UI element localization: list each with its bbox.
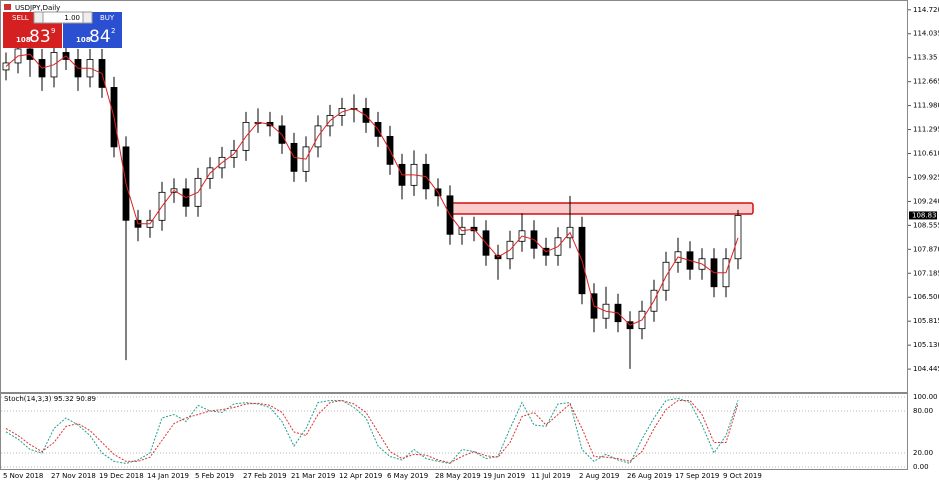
x-tick-label: 21 Mar 2019 [291,472,335,480]
y-tick-label: 108.555 [913,221,939,229]
y-tick-label: 112.665 [913,78,939,86]
y-tick-label: 20.00 [913,449,933,457]
volume-down[interactable] [33,11,44,24]
y-tick-label: 107.185 [913,269,939,277]
y-tick-label: 109.240 [913,197,939,205]
y-tick-label: 114.720 [913,6,939,14]
candles [2,38,742,369]
x-tick-label: 27 Feb 2019 [243,472,287,480]
buy-price-pips: 84 [89,27,111,47]
y-tick-label: 106.500 [913,293,939,301]
x-tick-label: 19 Dec 2018 [99,472,144,480]
last-price-box [909,211,937,220]
y-tick-label: 111.295 [913,126,939,134]
x-tick-label: 2 Aug 2019 [579,472,619,480]
x-tick-label: 14 Jan 2019 [147,472,189,480]
window-title: USDJPY,Daily [15,4,60,12]
x-tick-label: 19 Jun 2019 [483,472,525,480]
stoch-line [5,397,739,465]
x-tick-label: 12 Apr 2019 [339,472,382,480]
x-tick-label: 11 Jul 2019 [531,472,571,480]
buy-price-point: 2 [111,27,115,35]
x-tick-label: 9 Oct 2019 [723,472,762,480]
y-tick-label: 0.00 [913,463,929,471]
sell-price-pips: 83 [29,27,51,47]
last-price: 108.839 [912,211,939,219]
x-tick-label: 17 Sep 2019 [675,472,719,480]
candle-body [734,215,742,260]
x-tick-label: 28 May 2019 [435,472,481,480]
x-tick-label: 26 Aug 2019 [627,472,672,480]
y-tick-label: 80.00 [913,407,933,415]
y-tick-label: 113.35 [913,54,938,62]
y-tick-label: 114.035 [913,30,939,38]
sell-price-point: 9 [51,27,55,35]
x-tick-label: 5 Feb 2019 [195,472,234,480]
y-tick-label: 105.815 [913,317,939,325]
resistance-zone [447,202,754,215]
y-tick-label: 107.870 [913,245,939,253]
y-tick-label: 109.925 [913,173,939,181]
y-tick-label: 111.980 [913,102,939,110]
y-tick-label: 104.445 [913,365,939,373]
symbol-icon [4,4,11,10]
x-tick-label: 6 May 2019 [387,472,428,480]
indicator-title: Stoch(14,3,3) 95.32 90.89 [4,395,96,403]
x-tick-label: 5 Nov 2018 [3,472,43,480]
y-tick-label: 105.130 [913,341,939,349]
moving-average [5,53,739,326]
volume-value[interactable]: 1.00 [64,14,80,22]
y-tick-label: 100.00 [913,393,938,401]
y-tick-label: 110.610 [913,150,939,158]
sell-price-big: 108 [16,36,31,44]
x-tick-label: 27 Nov 2018 [51,472,96,480]
buy-price-big: 108 [76,36,91,44]
main-panel [0,0,908,393]
volume-up[interactable] [82,11,93,24]
buy-label[interactable]: BUY [100,14,115,22]
indicator-panel [0,393,908,470]
sell-label[interactable]: SELL [12,14,29,22]
